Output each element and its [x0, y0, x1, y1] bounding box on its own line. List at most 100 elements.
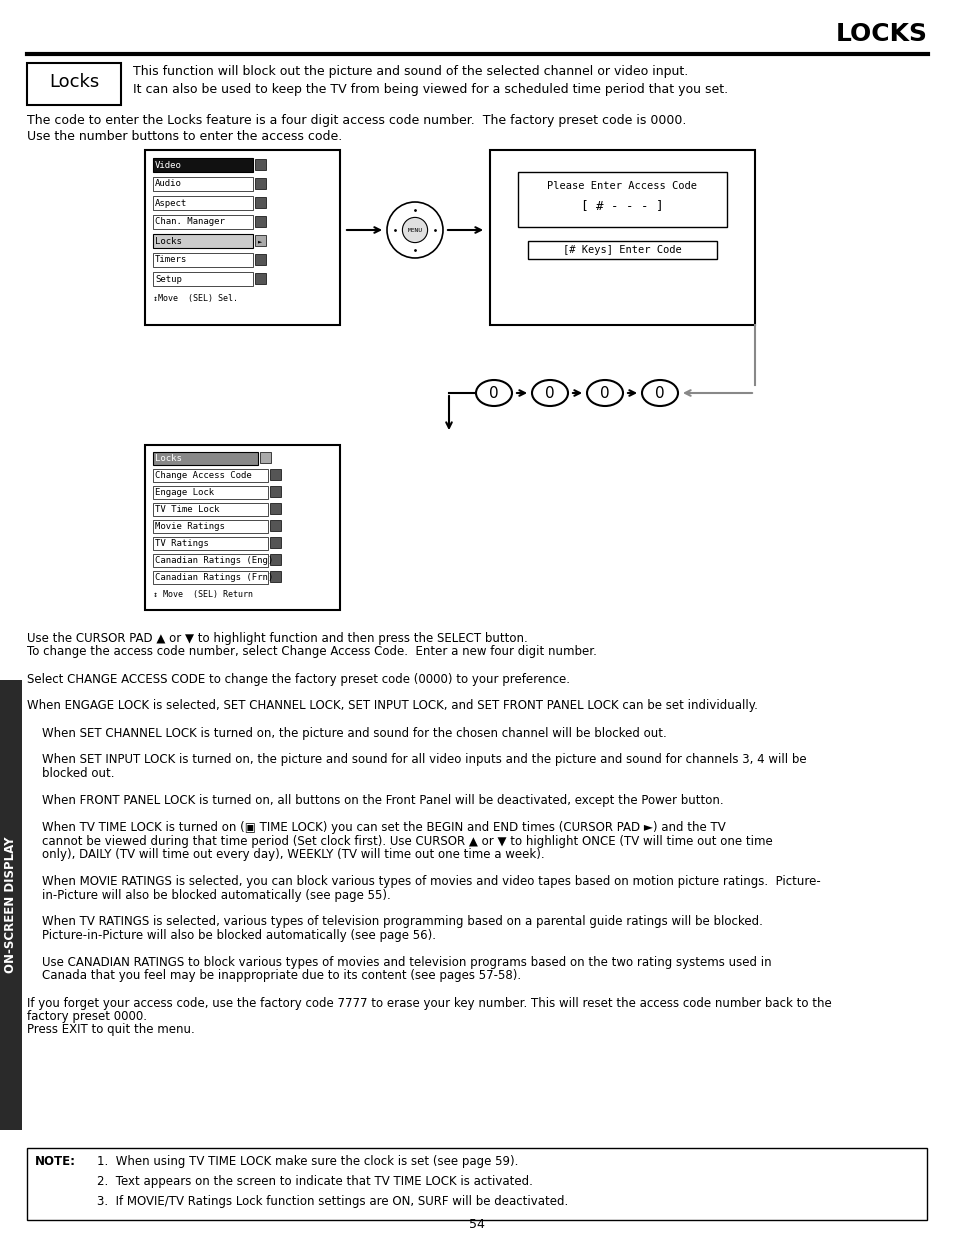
Text: ON-SCREEN DISPLAY: ON-SCREEN DISPLAY: [5, 837, 17, 973]
Text: This function will block out the picture and sound of the selected channel or vi: This function will block out the picture…: [132, 65, 687, 79]
Bar: [152, 233, 253, 248]
Text: NOTE:: NOTE:: [35, 1155, 76, 1168]
Text: Please Enter Access Code: Please Enter Access Code: [547, 182, 697, 191]
Ellipse shape: [641, 380, 678, 406]
Bar: [254, 273, 266, 284]
Bar: [27, 63, 121, 105]
Bar: [270, 503, 281, 514]
Text: To change the access code number, select Change Access Code.  Enter a new four d: To change the access code number, select…: [27, 646, 597, 658]
Text: Aspect: Aspect: [154, 199, 187, 207]
Text: Timers: Timers: [154, 256, 187, 264]
Bar: [270, 520, 281, 531]
Bar: [27, 1149, 926, 1220]
Text: Movie Ratings: Movie Ratings: [154, 522, 225, 531]
Bar: [145, 149, 339, 325]
Bar: [152, 469, 268, 482]
Bar: [517, 172, 726, 227]
Text: Use the CURSOR PAD ▲ or ▼ to highlight function and then press the SELECT button: Use the CURSOR PAD ▲ or ▼ to highlight f…: [27, 632, 527, 645]
Text: Use CANADIAN RATINGS to block various types of movies and television programs ba: Use CANADIAN RATINGS to block various ty…: [27, 956, 771, 969]
Bar: [152, 272, 253, 287]
Text: TV Time Lock: TV Time Lock: [154, 505, 219, 514]
Bar: [152, 158, 253, 172]
Bar: [152, 196, 253, 210]
Bar: [490, 149, 754, 325]
Text: Audio: Audio: [154, 179, 182, 189]
Text: When TV TIME LOCK is turned on (▣ TIME LOCK) you can set the BEGIN and END times: When TV TIME LOCK is turned on (▣ TIME L…: [27, 821, 725, 834]
Text: 0: 0: [655, 385, 664, 400]
Bar: [270, 555, 281, 564]
Text: ↕Move  (SEL) Sel.: ↕Move (SEL) Sel.: [152, 294, 237, 303]
Text: 0: 0: [489, 385, 498, 400]
Text: ↕ Move  (SEL) Return: ↕ Move (SEL) Return: [152, 590, 253, 599]
Text: Canada that you feel may be inappropriate due to its content (see pages 57-58).: Canada that you feel may be inappropriat…: [27, 969, 520, 983]
Text: 1.  When using TV TIME LOCK make sure the clock is set (see page 59).: 1. When using TV TIME LOCK make sure the…: [97, 1155, 517, 1168]
Text: When FRONT PANEL LOCK is turned on, all buttons on the Front Panel will be deact: When FRONT PANEL LOCK is turned on, all …: [27, 794, 723, 806]
Bar: [152, 452, 257, 466]
Bar: [152, 487, 268, 499]
Text: When SET INPUT LOCK is turned on, the picture and sound for all video inputs and: When SET INPUT LOCK is turned on, the pi…: [27, 753, 806, 767]
Bar: [145, 445, 339, 610]
Bar: [254, 178, 266, 189]
Bar: [527, 241, 717, 259]
Text: blocked out.: blocked out.: [27, 767, 114, 781]
Text: factory preset 0000.: factory preset 0000.: [27, 1010, 147, 1023]
Bar: [152, 253, 253, 267]
Bar: [270, 487, 281, 496]
Text: Engage Lock: Engage Lock: [154, 488, 213, 496]
Bar: [254, 216, 266, 227]
Text: The code to enter the Locks feature is a four digit access code number.  The fac: The code to enter the Locks feature is a…: [27, 114, 685, 127]
Ellipse shape: [586, 380, 622, 406]
Text: Video: Video: [154, 161, 182, 169]
Text: in-Picture will also be blocked automatically (see page 55).: in-Picture will also be blocked automati…: [27, 888, 391, 902]
Text: MENU: MENU: [407, 227, 422, 232]
Text: Canadian Ratings (Eng): Canadian Ratings (Eng): [154, 556, 273, 564]
Text: only), DAILY (TV will time out every day), WEEKLY (TV will time out one time a w: only), DAILY (TV will time out every day…: [27, 848, 544, 861]
Bar: [152, 571, 268, 584]
Text: LOCKS: LOCKS: [835, 22, 927, 46]
Bar: [270, 469, 281, 480]
Bar: [254, 198, 266, 207]
Ellipse shape: [476, 380, 512, 406]
Circle shape: [402, 217, 427, 242]
Bar: [0, 680, 22, 1130]
Bar: [270, 571, 281, 582]
Text: Chan. Manager: Chan. Manager: [154, 217, 225, 226]
Text: Picture-in-Picture will also be blocked automatically (see page 56).: Picture-in-Picture will also be blocked …: [27, 929, 436, 942]
Text: If you forget your access code, use the factory code 7777 to erase your key numb: If you forget your access code, use the …: [27, 997, 831, 1009]
Text: It can also be used to keep the TV from being viewed for a scheduled time period: It can also be used to keep the TV from …: [132, 83, 727, 95]
Text: 0: 0: [544, 385, 555, 400]
Text: cannot be viewed during that time period (Set clock first). Use CURSOR ▲ or ▼ to: cannot be viewed during that time period…: [27, 835, 772, 847]
Text: Change Access Code: Change Access Code: [154, 471, 252, 480]
Text: 3.  If MOVIE/TV Ratings Lock function settings are ON, SURF will be deactivated.: 3. If MOVIE/TV Ratings Lock function set…: [97, 1195, 568, 1208]
Bar: [270, 537, 281, 548]
Text: When TV RATINGS is selected, various types of television programming based on a : When TV RATINGS is selected, various typ…: [27, 915, 762, 929]
Text: [# Keys] Enter Code: [# Keys] Enter Code: [562, 245, 681, 254]
Text: Press EXIT to quit the menu.: Press EXIT to quit the menu.: [27, 1024, 194, 1036]
Bar: [152, 215, 253, 228]
Bar: [152, 555, 268, 567]
Text: 54: 54: [469, 1218, 484, 1230]
Text: When SET CHANNEL LOCK is turned on, the picture and sound for the chosen channel: When SET CHANNEL LOCK is turned on, the …: [27, 726, 666, 740]
Bar: [254, 254, 266, 266]
Text: Locks: Locks: [154, 454, 182, 463]
Text: Select CHANGE ACCESS CODE to change the factory preset code (0000) to your prefe: Select CHANGE ACCESS CODE to change the …: [27, 673, 569, 685]
Bar: [260, 452, 271, 463]
Text: TV Ratings: TV Ratings: [154, 538, 209, 548]
Text: 2.  Text appears on the screen to indicate that TV TIME LOCK is activated.: 2. Text appears on the screen to indicat…: [97, 1174, 533, 1188]
Text: ►: ►: [258, 238, 262, 245]
Bar: [254, 235, 266, 246]
Text: Use the number buttons to enter the access code.: Use the number buttons to enter the acce…: [27, 130, 342, 143]
Bar: [254, 159, 266, 170]
Text: Locks: Locks: [154, 236, 182, 246]
Text: Canadian Ratings (Frn): Canadian Ratings (Frn): [154, 573, 273, 582]
Bar: [152, 537, 268, 550]
Text: Setup: Setup: [154, 274, 182, 284]
Text: 0: 0: [599, 385, 609, 400]
Bar: [152, 520, 268, 534]
Text: When MOVIE RATINGS is selected, you can block various types of movies and video : When MOVIE RATINGS is selected, you can …: [27, 876, 820, 888]
Circle shape: [387, 203, 442, 258]
Text: When ENGAGE LOCK is selected, SET CHANNEL LOCK, SET INPUT LOCK, and SET FRONT PA: When ENGAGE LOCK is selected, SET CHANNE…: [27, 699, 757, 713]
Text: Locks: Locks: [49, 73, 99, 91]
Bar: [152, 503, 268, 516]
Bar: [152, 177, 253, 191]
